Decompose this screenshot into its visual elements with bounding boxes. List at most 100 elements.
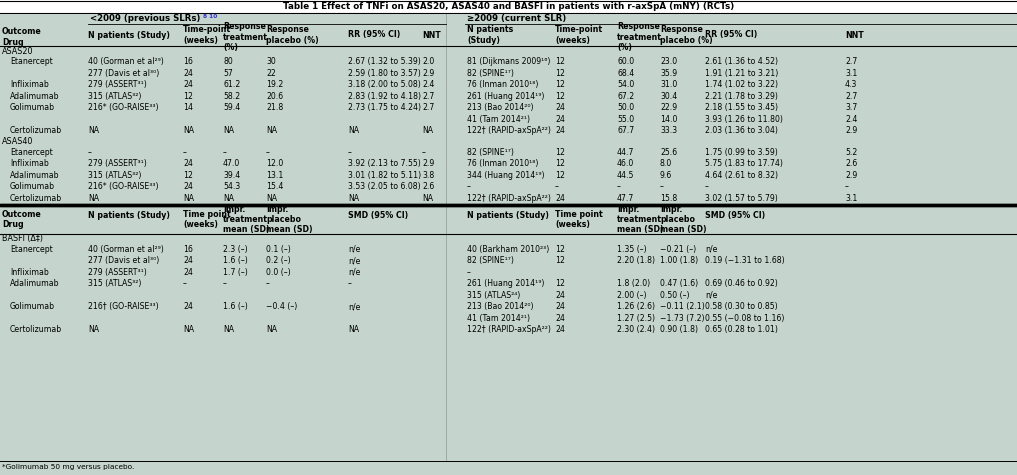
Text: 1.75 (0.99 to 3.59): 1.75 (0.99 to 3.59)	[705, 148, 778, 157]
Text: 39.4: 39.4	[223, 171, 240, 180]
Text: SMD (95% CI): SMD (95% CI)	[348, 211, 408, 220]
Text: NA: NA	[183, 325, 194, 334]
Text: 24: 24	[555, 194, 564, 203]
Text: NNT: NNT	[845, 30, 863, 39]
Text: RR (95% CI): RR (95% CI)	[348, 30, 401, 39]
Text: –: –	[266, 148, 270, 157]
Text: Outcome
Drug: Outcome Drug	[2, 27, 42, 47]
Text: N patients (Study): N patients (Study)	[88, 211, 170, 220]
Text: 24: 24	[183, 256, 193, 265]
Text: 1.00 (1.8): 1.00 (1.8)	[660, 256, 698, 265]
Text: 2.6: 2.6	[845, 159, 857, 168]
Text: Infliximab: Infliximab	[10, 268, 49, 277]
Text: 12: 12	[555, 92, 564, 101]
Text: NA: NA	[183, 126, 194, 135]
Text: 16: 16	[183, 245, 193, 254]
Text: −0.21 (–): −0.21 (–)	[660, 245, 696, 254]
Text: 2.20 (1.8): 2.20 (1.8)	[617, 256, 655, 265]
Text: 213 (Bao 2014²⁰): 213 (Bao 2014²⁰)	[467, 302, 534, 311]
Text: –: –	[845, 182, 849, 191]
Text: −1.73 (7.2): −1.73 (7.2)	[660, 314, 705, 323]
Text: NA: NA	[422, 194, 433, 203]
Text: NA: NA	[88, 325, 99, 334]
Text: Etanercept: Etanercept	[10, 57, 53, 66]
Text: 0.55 (−0.08 to 1.16): 0.55 (−0.08 to 1.16)	[705, 314, 784, 323]
Text: n/e: n/e	[348, 268, 360, 277]
Text: 2.4: 2.4	[845, 115, 857, 124]
Text: Response
placebo (%): Response placebo (%)	[266, 25, 318, 45]
Text: 12: 12	[555, 256, 564, 265]
Text: 61.2: 61.2	[223, 80, 240, 89]
Text: 67.7: 67.7	[617, 126, 635, 135]
Text: 315 (ATLAS³²): 315 (ATLAS³²)	[88, 171, 141, 180]
Text: 2.7: 2.7	[845, 57, 857, 66]
Text: 47.0: 47.0	[223, 159, 240, 168]
Text: Adalimumab: Adalimumab	[10, 92, 60, 101]
Text: NA: NA	[266, 325, 277, 334]
Text: 12: 12	[555, 279, 564, 288]
Text: 261 (Huang 2014¹⁹): 261 (Huang 2014¹⁹)	[467, 279, 544, 288]
Text: 25.6: 25.6	[660, 148, 677, 157]
Text: 216* (GO-RAISE³³): 216* (GO-RAISE³³)	[88, 182, 159, 191]
Text: 24: 24	[555, 325, 564, 334]
Text: Table 1 Effect of TNFi on ASAS20, ASAS40 and BASFI in patients with r-axSpA (mNY: Table 1 Effect of TNFi on ASAS20, ASAS40…	[283, 2, 734, 11]
Text: 2.6: 2.6	[422, 182, 434, 191]
Text: 59.4: 59.4	[223, 103, 240, 112]
Text: Certolizumab: Certolizumab	[10, 325, 62, 334]
Text: Impr.
placebo
mean (SD): Impr. placebo mean (SD)	[660, 205, 707, 234]
Text: 261 (Huang 2014¹⁹): 261 (Huang 2014¹⁹)	[467, 92, 544, 101]
Text: 12: 12	[555, 80, 564, 89]
Text: 54.3: 54.3	[223, 182, 240, 191]
Text: 2.7: 2.7	[845, 92, 857, 101]
Text: RR (95% CI): RR (95% CI)	[705, 30, 758, 39]
Text: Golimumab: Golimumab	[10, 302, 55, 311]
Text: 3.18 (2.00 to 5.08): 3.18 (2.00 to 5.08)	[348, 80, 421, 89]
Text: 3.02 (1.57 to 5.79): 3.02 (1.57 to 5.79)	[705, 194, 778, 203]
Text: 3.8: 3.8	[422, 171, 434, 180]
Text: 57: 57	[223, 69, 233, 78]
Text: 12: 12	[555, 69, 564, 78]
Text: 12: 12	[555, 159, 564, 168]
Text: 2.03 (1.36 to 3.04): 2.03 (1.36 to 3.04)	[705, 126, 778, 135]
Text: Impr.
treatment
mean (SD): Impr. treatment mean (SD)	[617, 205, 663, 234]
Text: Response
treatment
(%): Response treatment (%)	[617, 22, 662, 52]
Text: NA: NA	[266, 194, 277, 203]
Text: BASFI (Δ‡): BASFI (Δ‡)	[2, 234, 43, 243]
Text: 2.7: 2.7	[422, 92, 434, 101]
Text: 47.7: 47.7	[617, 194, 635, 203]
Text: 3.7: 3.7	[845, 103, 857, 112]
Text: 15.4: 15.4	[266, 182, 284, 191]
Text: 24: 24	[183, 159, 193, 168]
Text: 30.4: 30.4	[660, 92, 677, 101]
Text: 279 (ASSERT³¹): 279 (ASSERT³¹)	[88, 268, 146, 277]
Text: 1.26 (2.6): 1.26 (2.6)	[617, 302, 655, 311]
Text: 2.4: 2.4	[422, 80, 434, 89]
Text: Time point
(weeks): Time point (weeks)	[183, 210, 231, 229]
Text: 2.3 (–): 2.3 (–)	[223, 245, 247, 254]
Text: 3.53 (2.05 to 6.08): 3.53 (2.05 to 6.08)	[348, 182, 421, 191]
Text: 40 (Gorman et al²⁹): 40 (Gorman et al²⁹)	[88, 57, 164, 66]
Text: 2.9: 2.9	[845, 171, 857, 180]
Text: 213 (Bao 2014²⁰): 213 (Bao 2014²⁰)	[467, 103, 534, 112]
Text: –: –	[348, 279, 352, 288]
Text: <2009 (previous SLRs): <2009 (previous SLRs)	[89, 14, 200, 23]
Text: 67.2: 67.2	[617, 92, 635, 101]
Text: 1.6 (–): 1.6 (–)	[223, 302, 248, 311]
Text: 41 (Tam 2014²¹): 41 (Tam 2014²¹)	[467, 115, 530, 124]
Text: 40 (Barkham 2010²³): 40 (Barkham 2010²³)	[467, 245, 549, 254]
Text: 24: 24	[555, 115, 564, 124]
Text: 2.0: 2.0	[422, 57, 434, 66]
Text: ASAS40: ASAS40	[2, 137, 34, 146]
Text: 16: 16	[183, 57, 193, 66]
Text: 0.65 (0.28 to 1.01): 0.65 (0.28 to 1.01)	[705, 325, 778, 334]
Text: ASAS20: ASAS20	[2, 47, 34, 56]
Text: 24: 24	[555, 126, 564, 135]
Text: 1.8 (2.0): 1.8 (2.0)	[617, 279, 650, 288]
Text: 2.59 (1.80 to 3.57): 2.59 (1.80 to 3.57)	[348, 69, 421, 78]
Text: 23.0: 23.0	[660, 57, 677, 66]
Text: 80: 80	[223, 57, 233, 66]
Text: 13.1: 13.1	[266, 171, 284, 180]
Text: 279 (ASSERT³¹): 279 (ASSERT³¹)	[88, 80, 146, 89]
Text: 2.67 (1.32 to 5.39): 2.67 (1.32 to 5.39)	[348, 57, 421, 66]
Text: –: –	[223, 279, 227, 288]
